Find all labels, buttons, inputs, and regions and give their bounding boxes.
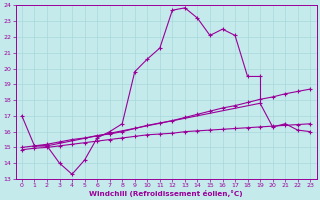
X-axis label: Windchill (Refroidissement éolien,°C): Windchill (Refroidissement éolien,°C) — [89, 190, 243, 197]
